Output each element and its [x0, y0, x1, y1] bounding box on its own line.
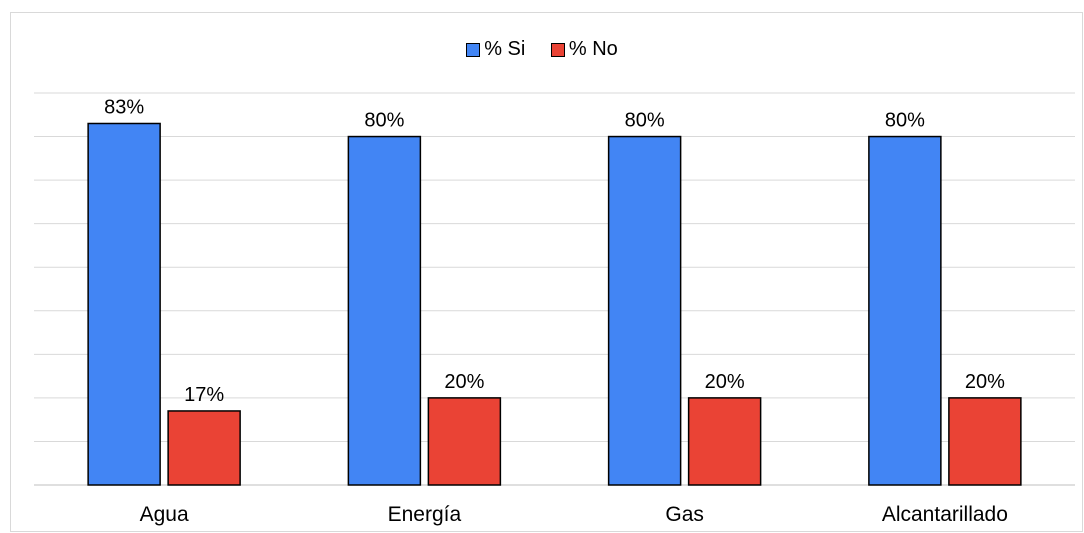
- data-label-si-0: 83%: [104, 96, 144, 118]
- bar-no-0: [167, 410, 241, 486]
- bar-si-0: [87, 122, 161, 486]
- bar-si-2: [607, 135, 682, 486]
- legend-item-si: % Si: [466, 38, 525, 61]
- data-label-no-3: 20%: [965, 371, 1005, 393]
- legend-label-si: % Si: [484, 38, 526, 60]
- x-tick-label-0: Agua: [140, 503, 189, 526]
- bar-si-1: [347, 135, 422, 486]
- legend: % Si % No: [0, 38, 1084, 63]
- legend-swatch-si: [466, 42, 481, 57]
- data-label-si-2: 80%: [625, 110, 665, 132]
- bar-si-3: [868, 135, 942, 486]
- bar-no-2: [687, 397, 762, 486]
- legend-swatch-no: [550, 42, 565, 57]
- x-tick-label-3: Alcantarillado: [882, 503, 1008, 526]
- legend-label-no: % No: [568, 38, 618, 60]
- data-label-no-2: 20%: [705, 371, 745, 393]
- bar-no-3: [948, 397, 1022, 486]
- bar-no-1: [427, 397, 502, 486]
- x-tick-label-2: Gas: [665, 503, 704, 526]
- data-label-si-3: 80%: [885, 110, 925, 132]
- data-label-si-1: 80%: [364, 110, 404, 132]
- data-label-no-0: 17%: [184, 384, 224, 406]
- legend-item-no: % No: [550, 38, 618, 61]
- data-label-no-1: 20%: [444, 371, 484, 393]
- x-tick-label-1: Energía: [388, 503, 462, 526]
